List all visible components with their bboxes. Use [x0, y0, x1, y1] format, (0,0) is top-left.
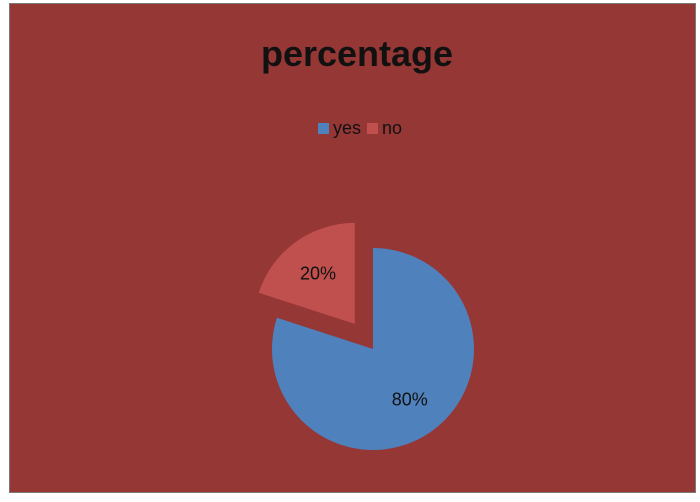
legend-label-no: no [381, 118, 403, 138]
pie-data-labels: 80% 20% [300, 263, 428, 409]
pie-slices [258, 222, 474, 450]
pie-slice-yes [272, 248, 474, 450]
pie-slice-no [258, 222, 355, 324]
data-label-yes: 80% [392, 390, 428, 410]
legend-item-yes: yes [317, 118, 361, 139]
legend: yes no [0, 118, 700, 139]
chart-title: percentage [260, 33, 454, 74]
legend-label-yes: yes [332, 118, 361, 138]
legend-swatch-yes [317, 123, 329, 134]
data-label-no: 20% [300, 263, 336, 283]
legend-swatch-no [366, 123, 378, 134]
legend-item-no: no [366, 118, 403, 139]
